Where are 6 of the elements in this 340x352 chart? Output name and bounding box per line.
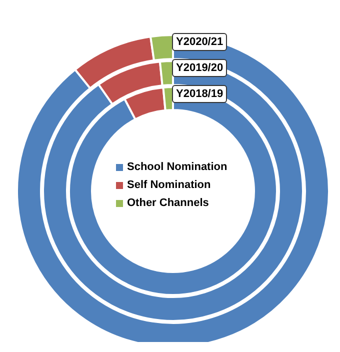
- legend-label: Other Channels: [127, 196, 209, 211]
- slice-label: Y2020/21: [172, 33, 228, 51]
- legend-label: Self Nomination: [127, 178, 211, 193]
- slice-label: Y2019/20: [172, 59, 228, 77]
- slice-label: Y2018/19: [172, 85, 228, 103]
- legend-label: School Nomination: [127, 160, 228, 175]
